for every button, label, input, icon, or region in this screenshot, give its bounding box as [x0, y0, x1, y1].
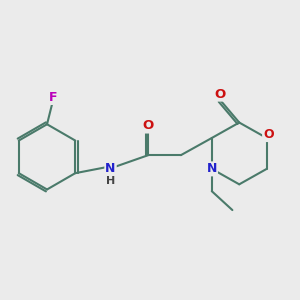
- Text: F: F: [49, 91, 58, 104]
- Text: O: O: [214, 88, 225, 100]
- Text: N: N: [207, 162, 217, 176]
- Text: O: O: [143, 119, 154, 133]
- Text: N: N: [105, 162, 116, 176]
- Text: O: O: [263, 128, 274, 141]
- Text: H: H: [106, 176, 115, 186]
